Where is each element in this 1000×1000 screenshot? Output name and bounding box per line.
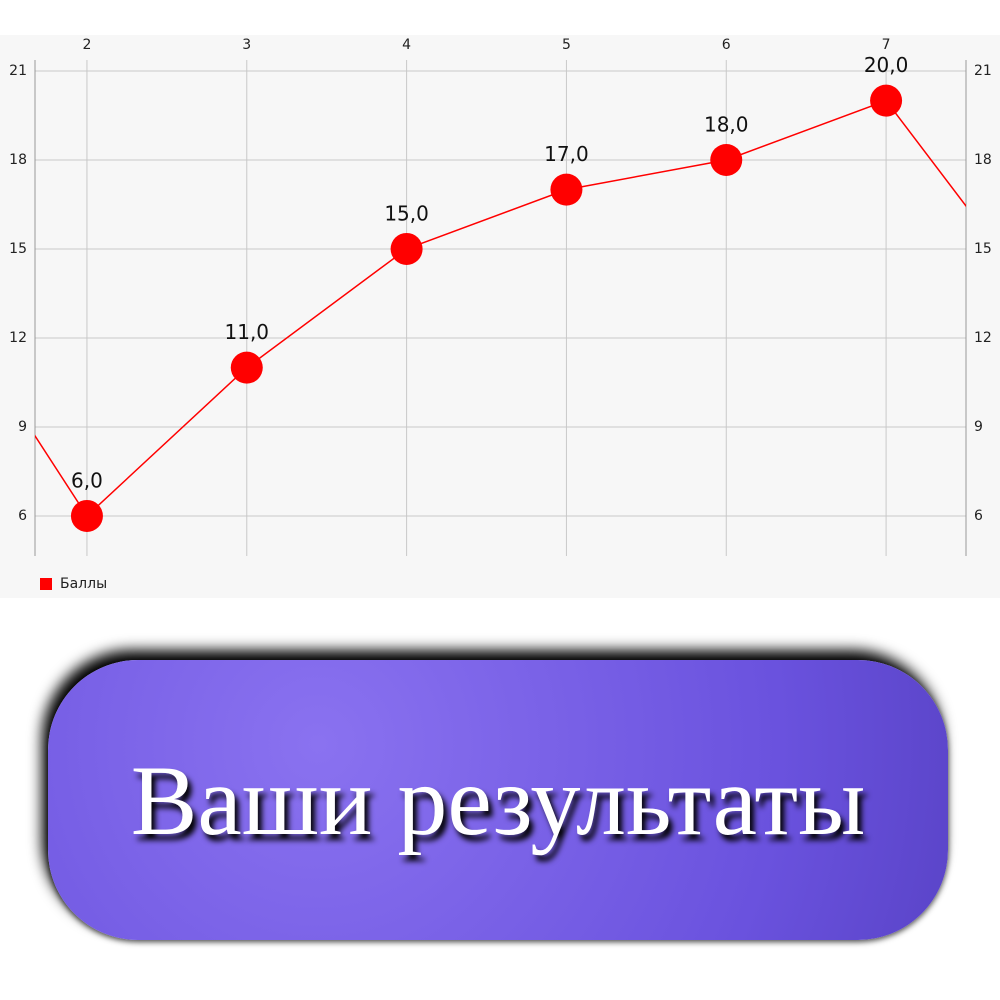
- legend-swatch: [40, 578, 52, 590]
- y-tick-label: 15: [9, 241, 27, 257]
- y-tick-label: 18: [9, 152, 27, 168]
- y-tick-label: 9: [18, 419, 27, 435]
- data-point: [550, 173, 583, 206]
- data-point: [390, 232, 423, 265]
- chart-background: [0, 35, 1000, 598]
- data-label: 6,0: [71, 468, 103, 492]
- data-label: 18,0: [704, 112, 749, 136]
- x-tick-label: 7: [882, 37, 891, 53]
- y2-tick-label: 12: [974, 330, 992, 346]
- series-line: [35, 99, 966, 518]
- x-tick-label: 2: [82, 37, 91, 53]
- y-tick-label: 6: [18, 508, 27, 524]
- data-point: [710, 143, 743, 176]
- data-point: [870, 84, 903, 117]
- legend-label: Баллы: [60, 576, 107, 592]
- x-tick-label: 5: [562, 37, 571, 53]
- button-label: Ваши результаты: [130, 744, 866, 856]
- chart: 6 9 12 15 18 21 6 9 12 15 18 21 2 3 4 5 6 7 6,0 11,0 15,0 17,…: [0, 35, 1000, 598]
- x-tick-label: 6: [722, 37, 731, 53]
- data-label: 20,0: [864, 53, 909, 77]
- y2-tick-label: 9: [974, 419, 983, 435]
- y2-tick-label: 18: [974, 152, 992, 168]
- data-point: [230, 351, 263, 384]
- results-button[interactable]: Ваши результаты: [48, 660, 948, 940]
- data-point: [70, 499, 103, 532]
- y2-tick-label: 6: [974, 508, 983, 524]
- y2-tick-label: 15: [974, 241, 992, 257]
- x-tick-label: 3: [242, 37, 251, 53]
- x-tick-label: 4: [402, 37, 411, 53]
- y-tick-label: 12: [9, 330, 27, 346]
- data-label: 17,0: [544, 142, 589, 166]
- y-tick-label: 21: [9, 63, 27, 79]
- y2-tick-label: 21: [974, 63, 992, 79]
- data-label: 11,0: [225, 320, 270, 344]
- data-label: 15,0: [384, 201, 429, 225]
